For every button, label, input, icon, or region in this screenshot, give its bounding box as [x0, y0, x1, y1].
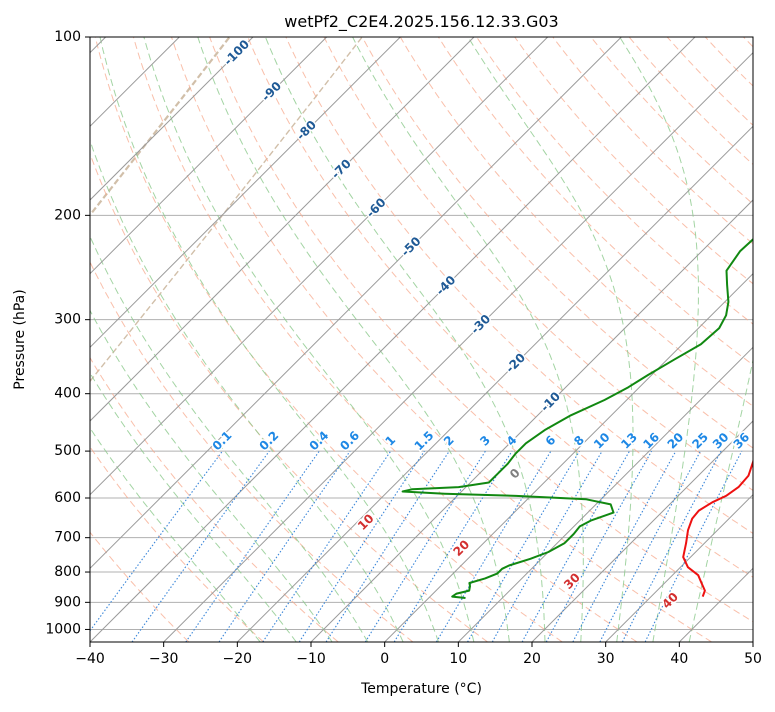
- x-tick-label: −30: [149, 651, 179, 667]
- chart-title: wetPf2_C2E4.2025.156.12.33.G03: [284, 12, 558, 32]
- y-tick-label: 600: [54, 490, 81, 506]
- y-tick-label: 1000: [45, 621, 81, 637]
- y-tick-label: 900: [54, 594, 81, 610]
- y-tick-label: 700: [54, 530, 81, 546]
- x-tick-label: 20: [523, 651, 541, 667]
- x-axis-label: Temperature (°C): [360, 681, 482, 697]
- y-tick-label: 400: [54, 386, 81, 402]
- x-tick-label: 40: [670, 651, 688, 667]
- y-tick-label: 800: [54, 564, 81, 580]
- x-tick-label: −40: [75, 651, 105, 667]
- x-tick-label: 0: [380, 651, 389, 667]
- x-tick-label: −10: [296, 651, 326, 667]
- y-tick-label: 500: [54, 443, 81, 459]
- y-tick-label: 100: [54, 29, 81, 45]
- y-axis-label: Pressure (hPa): [12, 289, 28, 389]
- y-tick-label: 200: [54, 207, 81, 223]
- x-tick-label: 30: [597, 651, 615, 667]
- x-tick-label: 10: [449, 651, 467, 667]
- x-tick-label: −20: [223, 651, 253, 667]
- y-tick-label: 300: [54, 312, 81, 328]
- x-tick-label: 50: [744, 651, 762, 667]
